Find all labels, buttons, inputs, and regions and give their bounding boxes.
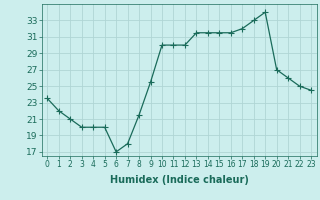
X-axis label: Humidex (Indice chaleur): Humidex (Indice chaleur) [110, 175, 249, 185]
